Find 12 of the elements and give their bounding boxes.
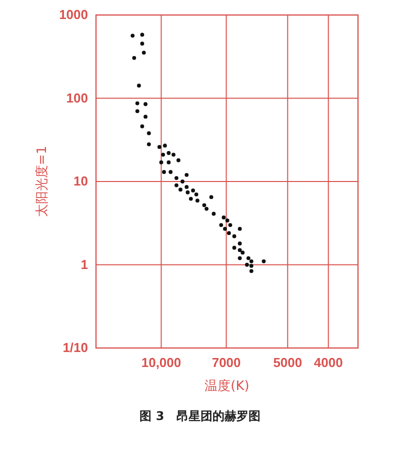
x-tick-label: 7000 <box>212 355 241 370</box>
x-tick-label: 4000 <box>314 355 343 370</box>
y-tick-label: 1/10 <box>62 340 88 356</box>
x-axis-title: 温度(K) <box>204 378 250 394</box>
x-tick-label: 5000 <box>273 355 302 370</box>
x-tick-label: 10,000 <box>141 355 182 370</box>
y-tick-label: 1000 <box>59 7 88 22</box>
y-tick-label: 100 <box>66 90 88 106</box>
y-tick-label: 10 <box>74 174 88 189</box>
text: 图 3 昂星团的赫罗图 <box>140 409 260 423</box>
y-tick-label: 1 <box>80 256 88 272</box>
y-axis-title: 太阳光度=1 <box>34 146 50 218</box>
